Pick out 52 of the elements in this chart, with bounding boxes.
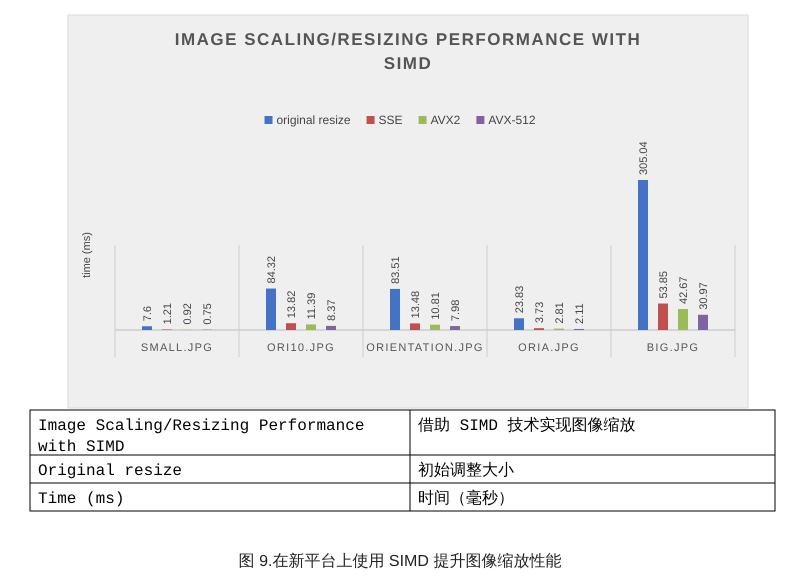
- data-label: 0.75: [202, 303, 214, 325]
- x-tick-label: ORI10.JPG: [267, 342, 335, 354]
- data-label: 83.51: [390, 256, 402, 284]
- bar: [678, 309, 688, 330]
- bar: [450, 326, 460, 330]
- legend-label: original resize: [276, 113, 351, 127]
- legend-label: SSE: [378, 113, 403, 127]
- data-label: 13.82: [286, 290, 298, 318]
- chart-title: IMAGE SCALING/RESIZING PERFORMANCE WITH SIMD: [174, 30, 642, 73]
- data-label: 10.81: [430, 292, 442, 320]
- text: 时间（毫秒）: [418, 489, 514, 508]
- bar: [390, 288, 400, 330]
- data-label: 8.37: [326, 299, 338, 321]
- text: Image Scaling/Resizing Performance with SIMD: [38, 417, 364, 456]
- data-label: 7.6: [142, 306, 154, 322]
- x-tick-label: BIG.JPG: [646, 342, 700, 354]
- x-tick-label: ORIENTATION.JPG: [366, 342, 484, 354]
- data-label: 0.92: [182, 303, 194, 325]
- data-label: 305.04: [638, 141, 650, 175]
- data-label: 2.11: [574, 303, 586, 324]
- bar: [286, 323, 296, 330]
- bar: [266, 288, 276, 330]
- data-label: 23.83: [514, 286, 526, 314]
- bar: [638, 180, 648, 330]
- x-tick-label: SMALL.JPG: [140, 342, 214, 354]
- caption: 图 9.在新平台上使用 SIMD 提升图像缩放性能: [238, 552, 562, 570]
- bar: [326, 326, 336, 330]
- legend-label: AVX-512: [488, 113, 536, 127]
- y-axis-title: time (ms): [81, 232, 93, 278]
- data-label: 84.32: [266, 256, 278, 284]
- data-label: 3.73: [534, 302, 546, 324]
- bar: [658, 304, 668, 330]
- data-label: 53.85: [658, 270, 670, 299]
- text: Time (ms): [38, 490, 124, 508]
- bar: [142, 326, 152, 330]
- data-label: 1.21: [162, 302, 174, 324]
- data-label: 7.98: [450, 300, 462, 322]
- data-label: 13.48: [410, 290, 422, 318]
- text: Original resize: [38, 462, 182, 480]
- bar: [430, 324, 440, 330]
- text: 借助 SIMD 技术实现图像缩放: [418, 416, 636, 435]
- bar: [514, 318, 524, 330]
- data-label: 42.67: [678, 276, 690, 304]
- data-label: 11.39: [306, 292, 318, 320]
- bar: [306, 324, 316, 330]
- x-tick-label: ORIA.JPG: [518, 342, 580, 354]
- bar: [410, 323, 420, 330]
- data-label: 30.97: [698, 282, 710, 310]
- bar: [698, 314, 708, 330]
- legend-label: AVX2: [430, 113, 461, 127]
- text: 初始调整大小: [418, 461, 514, 480]
- data-label: 2.81: [554, 302, 566, 324]
